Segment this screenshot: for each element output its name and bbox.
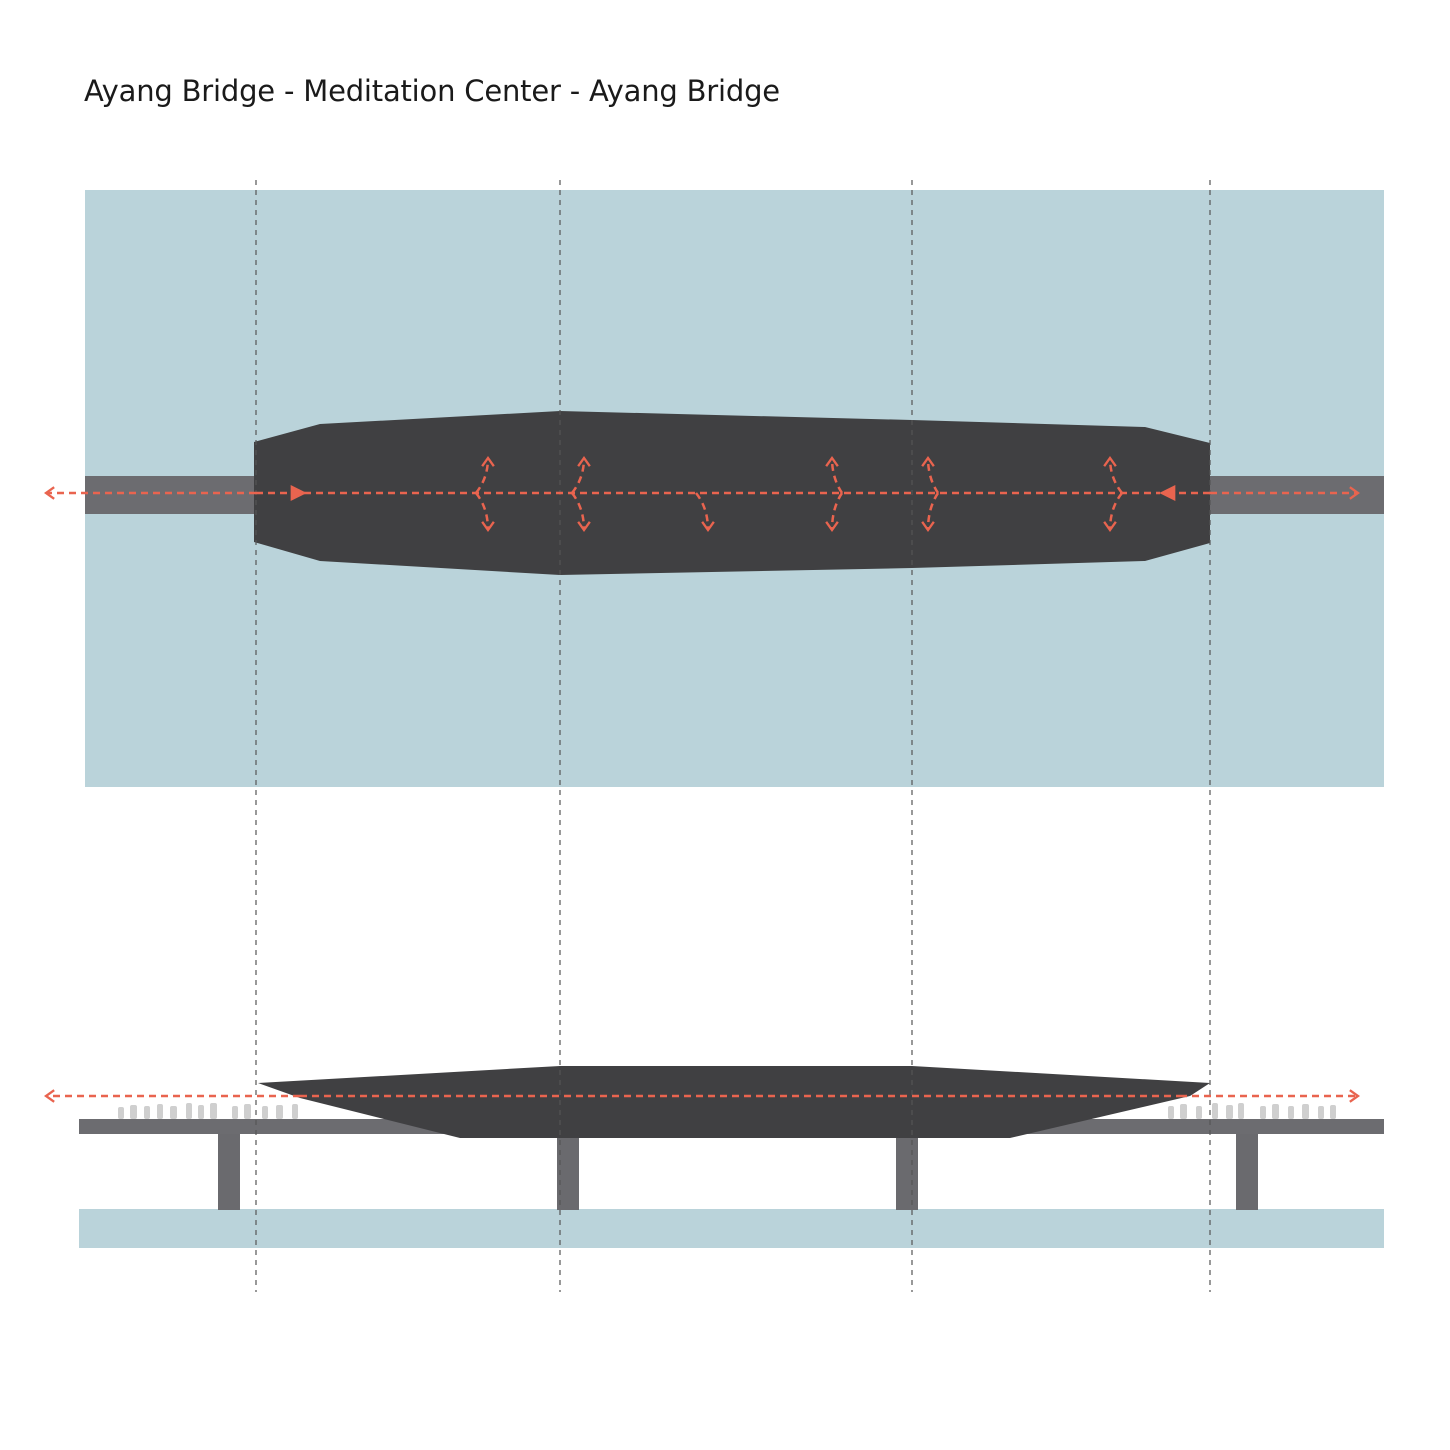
branch-down-1 (475, 492, 495, 533)
branch-up-5 (921, 455, 940, 494)
meditation-center-section (258, 1066, 1210, 1138)
branch-up-6 (1103, 455, 1123, 494)
water-section (79, 1209, 1384, 1248)
meditation-center-plan (254, 411, 1210, 575)
bridge-deck-left-plan (85, 476, 257, 514)
branch-down-4 (825, 492, 844, 533)
page-title: Ayang Bridge - Meditation Center - Ayang… (84, 74, 780, 108)
bridge-deck-right-plan (1208, 476, 1384, 514)
circulation-plan (43, 455, 1361, 533)
people-silhouettes-right (1168, 1103, 1336, 1119)
bridge-pier-2 (557, 1134, 579, 1210)
section-view (79, 1066, 1384, 1248)
bridge-pier-3 (896, 1134, 918, 1210)
branch-up-4 (825, 455, 844, 494)
people-silhouettes-left (118, 1103, 298, 1119)
branch-down-5 (921, 492, 940, 533)
branch-down-3 (695, 492, 715, 533)
bridge-pier-4 (1236, 1134, 1258, 1210)
branch-down-6 (1103, 492, 1123, 533)
branch-up-1 (475, 455, 495, 494)
bridge-pier-1 (218, 1134, 240, 1210)
branch-down-2 (571, 492, 591, 533)
plan-view (85, 190, 1384, 787)
branch-up-2 (571, 455, 591, 494)
